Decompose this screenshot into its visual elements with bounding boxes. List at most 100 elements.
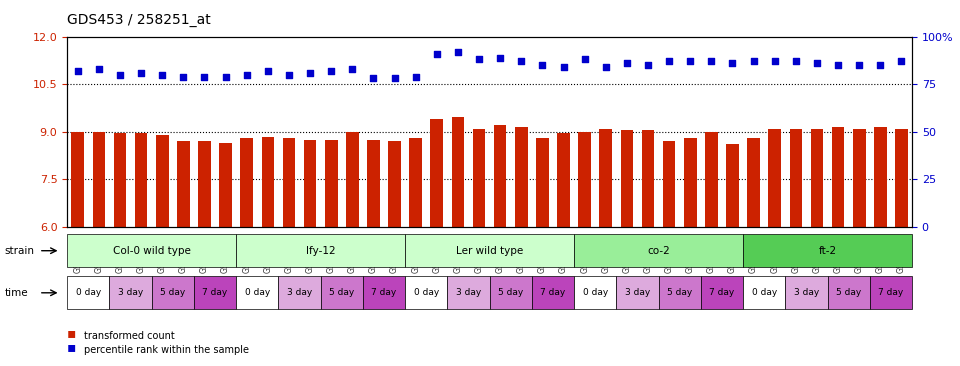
- Text: percentile rank within the sample: percentile rank within the sample: [84, 345, 250, 355]
- Text: time: time: [5, 288, 29, 298]
- Point: [218, 74, 233, 79]
- Point: [852, 62, 867, 68]
- Bar: [71, 132, 84, 227]
- Text: 3 day: 3 day: [794, 288, 819, 297]
- Point: [345, 66, 360, 72]
- Bar: [684, 138, 697, 227]
- Point: [640, 62, 656, 68]
- Bar: [282, 138, 296, 227]
- Point: [91, 66, 107, 72]
- Point: [176, 74, 191, 79]
- Point: [746, 59, 761, 64]
- Point: [661, 59, 677, 64]
- Text: 3 day: 3 day: [625, 288, 650, 297]
- Text: 0 day: 0 day: [583, 288, 608, 297]
- Point: [366, 75, 381, 81]
- Text: ft-2: ft-2: [819, 246, 836, 256]
- Text: 3 day: 3 day: [456, 288, 481, 297]
- Point: [155, 72, 170, 78]
- Point: [408, 74, 423, 79]
- Bar: [92, 132, 106, 227]
- Bar: [641, 130, 655, 227]
- Bar: [557, 133, 570, 227]
- Point: [112, 72, 128, 78]
- Point: [535, 62, 550, 68]
- Text: 3 day: 3 day: [287, 288, 312, 297]
- Point: [556, 64, 571, 70]
- Point: [492, 55, 508, 60]
- Point: [894, 59, 909, 64]
- Text: 0 day: 0 day: [245, 288, 270, 297]
- Point: [619, 60, 635, 66]
- Text: ▪: ▪: [67, 326, 77, 340]
- Text: 0 day: 0 day: [752, 288, 777, 297]
- Text: transformed count: transformed count: [84, 330, 176, 340]
- Bar: [831, 127, 845, 227]
- Text: 5 day: 5 day: [498, 288, 523, 297]
- Point: [577, 56, 592, 62]
- Bar: [493, 126, 507, 227]
- Bar: [324, 140, 338, 227]
- Point: [197, 74, 212, 79]
- Text: ▪: ▪: [67, 340, 77, 354]
- Point: [70, 68, 85, 74]
- Bar: [156, 135, 169, 227]
- Bar: [388, 141, 401, 227]
- Text: lfy-12: lfy-12: [306, 246, 335, 256]
- Bar: [134, 133, 148, 227]
- Point: [809, 60, 825, 66]
- Bar: [662, 141, 676, 227]
- Bar: [240, 138, 253, 227]
- Text: 5 day: 5 day: [160, 288, 185, 297]
- Text: strain: strain: [5, 246, 35, 256]
- Point: [598, 64, 613, 70]
- Point: [767, 59, 782, 64]
- Bar: [451, 117, 465, 227]
- Point: [830, 62, 846, 68]
- Text: 7 day: 7 day: [372, 288, 396, 297]
- Bar: [705, 132, 718, 227]
- Text: 7 day: 7 day: [540, 288, 565, 297]
- Point: [873, 62, 888, 68]
- Point: [725, 60, 740, 66]
- Bar: [810, 128, 824, 227]
- Bar: [113, 133, 127, 227]
- Bar: [874, 127, 887, 227]
- Bar: [599, 128, 612, 227]
- Text: 7 day: 7 day: [878, 288, 903, 297]
- Bar: [895, 128, 908, 227]
- Bar: [747, 138, 760, 227]
- Bar: [515, 127, 528, 227]
- Point: [281, 72, 297, 78]
- Point: [302, 70, 318, 76]
- Bar: [219, 143, 232, 227]
- Bar: [620, 130, 634, 227]
- Bar: [409, 138, 422, 227]
- Bar: [430, 119, 444, 227]
- Bar: [303, 140, 317, 227]
- Bar: [726, 145, 739, 227]
- Bar: [261, 137, 275, 227]
- Text: 0 day: 0 day: [76, 288, 101, 297]
- Point: [471, 56, 487, 62]
- Bar: [578, 132, 591, 227]
- Point: [704, 59, 719, 64]
- Point: [429, 51, 444, 57]
- Text: 5 day: 5 day: [329, 288, 354, 297]
- Bar: [198, 141, 211, 227]
- Text: co-2: co-2: [647, 246, 670, 256]
- Point: [788, 59, 804, 64]
- Point: [683, 59, 698, 64]
- Text: Ler wild type: Ler wild type: [456, 246, 523, 256]
- Text: 3 day: 3 day: [118, 288, 143, 297]
- Point: [239, 72, 254, 78]
- Bar: [852, 128, 866, 227]
- Text: Col-0 wild type: Col-0 wild type: [112, 246, 191, 256]
- Point: [387, 75, 402, 81]
- Bar: [768, 128, 781, 227]
- Text: 5 day: 5 day: [667, 288, 692, 297]
- Bar: [346, 132, 359, 227]
- Text: 7 day: 7 day: [203, 288, 228, 297]
- Text: GDS453 / 258251_at: GDS453 / 258251_at: [67, 13, 211, 27]
- Point: [514, 59, 529, 64]
